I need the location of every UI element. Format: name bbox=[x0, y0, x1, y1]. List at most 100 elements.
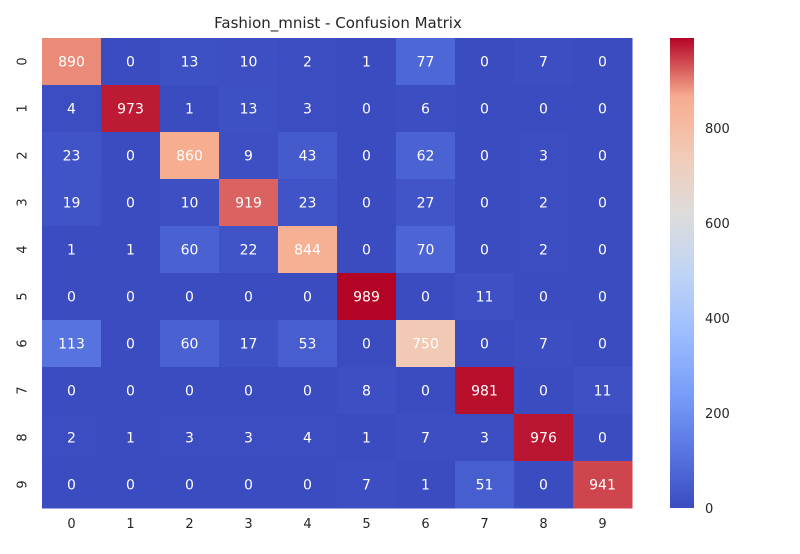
heatmap-cell-6-4 bbox=[278, 320, 338, 368]
cell-value-label: 0 bbox=[185, 290, 194, 306]
colorbar-tick-label: 800 bbox=[705, 122, 730, 137]
heatmap-cell-4-2 bbox=[160, 226, 220, 274]
colorbar bbox=[670, 38, 694, 508]
heatmap-cell-3-0 bbox=[42, 179, 102, 227]
cell-value-label: 22 bbox=[240, 243, 258, 259]
heatmap-cell-9-7 bbox=[455, 461, 515, 509]
heatmap-cell-8-4 bbox=[278, 414, 338, 462]
cell-value-label: 976 bbox=[530, 431, 557, 447]
cell-value-label: 9 bbox=[244, 149, 253, 165]
heatmap-cell-7-5 bbox=[337, 367, 397, 415]
cell-value-label: 0 bbox=[303, 290, 312, 306]
cell-value-label: 0 bbox=[480, 149, 489, 165]
x-axis-ticks: 0 1 2 3 4 5 6 7 8 9 bbox=[67, 517, 606, 532]
cell-value-label: 0 bbox=[598, 431, 607, 447]
cell-value-label: 0 bbox=[126, 384, 135, 400]
y-axis-ticks: 0 1 2 3 4 5 6 7 8 9 bbox=[16, 57, 31, 488]
heatmap-cell-2-8 bbox=[514, 132, 574, 180]
heatmap-cell-4-4 bbox=[278, 226, 338, 274]
cell-value-label: 989 bbox=[353, 290, 380, 306]
colorbar-tick-label: 400 bbox=[705, 312, 730, 327]
heatmap-cell-2-0 bbox=[42, 132, 102, 180]
heatmap-cell-5-0 bbox=[42, 273, 102, 321]
heatmap-cell-4-9 bbox=[573, 226, 633, 274]
heatmap-cell-3-1 bbox=[101, 179, 161, 227]
cell-value-label: 17 bbox=[240, 337, 258, 353]
heatmap-cell-7-7 bbox=[455, 367, 515, 415]
cell-value-label: 10 bbox=[181, 196, 199, 212]
cell-value-label: 0 bbox=[126, 55, 135, 71]
heatmap-cell-0-6 bbox=[396, 38, 456, 86]
heatmap-cell-6-5 bbox=[337, 320, 397, 368]
heatmap-cell-1-8 bbox=[514, 85, 574, 133]
y-tick-label: 4 bbox=[16, 245, 31, 253]
heatmap-cell-5-1 bbox=[101, 273, 161, 321]
heatmap-cell-5-5 bbox=[337, 273, 397, 321]
heatmap-cell-6-1 bbox=[101, 320, 161, 368]
heatmap-cell-3-2 bbox=[160, 179, 220, 227]
heatmap-cell-7-2 bbox=[160, 367, 220, 415]
cell-value-label: 0 bbox=[362, 102, 371, 118]
heatmap-cell-1-6 bbox=[396, 85, 456, 133]
cell-value-label: 51 bbox=[476, 478, 494, 494]
colorbar-tick-label: 200 bbox=[705, 407, 730, 422]
heatmap-cell-6-3 bbox=[219, 320, 279, 368]
heatmap-cell-9-4 bbox=[278, 461, 338, 509]
heatmap-cell-1-4 bbox=[278, 85, 338, 133]
heatmap-cell-2-7 bbox=[455, 132, 515, 180]
x-tick-label: 1 bbox=[126, 517, 134, 532]
y-tick-label: 1 bbox=[16, 104, 31, 112]
heatmap-cell-0-2 bbox=[160, 38, 220, 86]
heatmap-cell-8-7 bbox=[455, 414, 515, 462]
cell-value-label: 70 bbox=[417, 243, 435, 259]
cell-value-label: 2 bbox=[539, 243, 548, 259]
heatmap-cell-4-7 bbox=[455, 226, 515, 274]
cell-value-label: 0 bbox=[480, 55, 489, 71]
heatmap-cell-9-9 bbox=[573, 461, 633, 509]
heatmap-cell-5-4 bbox=[278, 273, 338, 321]
heatmap-cell-0-8 bbox=[514, 38, 574, 86]
y-tick-label: 2 bbox=[16, 151, 31, 159]
cell-value-label: 941 bbox=[589, 478, 616, 494]
cell-value-label: 0 bbox=[598, 337, 607, 353]
heatmap-cell-3-6 bbox=[396, 179, 456, 227]
cell-value-label: 0 bbox=[362, 149, 371, 165]
heatmap-cell-8-3 bbox=[219, 414, 279, 462]
cell-value-label: 0 bbox=[421, 384, 430, 400]
cell-value-label: 2 bbox=[303, 55, 312, 71]
heatmap-cell-3-7 bbox=[455, 179, 515, 227]
heatmap-cell-8-5 bbox=[337, 414, 397, 462]
heatmap-cell-2-9 bbox=[573, 132, 633, 180]
cell-value-label: 0 bbox=[126, 196, 135, 212]
cell-value-label: 0 bbox=[67, 384, 76, 400]
cell-value-label: 1 bbox=[126, 431, 135, 447]
heatmap-cell-8-1 bbox=[101, 414, 161, 462]
heatmap-cell-7-8 bbox=[514, 367, 574, 415]
cell-value-label: 0 bbox=[362, 243, 371, 259]
heatmap-cell-8-2 bbox=[160, 414, 220, 462]
cell-value-label: 0 bbox=[598, 55, 607, 71]
cell-value-label: 0 bbox=[244, 290, 253, 306]
cell-value-label: 19 bbox=[63, 196, 81, 212]
cell-value-label: 0 bbox=[480, 243, 489, 259]
cell-value-label: 0 bbox=[244, 478, 253, 494]
cell-value-label: 860 bbox=[176, 149, 203, 165]
y-tick-label: 0 bbox=[16, 57, 31, 65]
cell-value-label: 3 bbox=[539, 149, 548, 165]
cell-value-label: 60 bbox=[181, 243, 199, 259]
heatmap-cell-0-7 bbox=[455, 38, 515, 86]
cell-value-label: 62 bbox=[417, 149, 435, 165]
cell-value-label: 4 bbox=[303, 431, 312, 447]
heatmap-cells: 890 0 13 10 2 1 77 0 7 04 973 1 13 3 0 6 0 0 023 0 860 9 43 0 62… bbox=[42, 38, 633, 509]
cell-value-label: 750 bbox=[412, 337, 439, 353]
cell-value-label: 0 bbox=[126, 478, 135, 494]
cell-value-label: 10 bbox=[240, 55, 258, 71]
x-tick-label: 9 bbox=[598, 517, 606, 532]
cell-value-label: 7 bbox=[421, 431, 430, 447]
cell-value-label: 0 bbox=[598, 149, 607, 165]
heatmap-cell-5-7 bbox=[455, 273, 515, 321]
cell-value-label: 3 bbox=[185, 431, 194, 447]
cell-value-label: 0 bbox=[539, 102, 548, 118]
heatmap-cell-4-8 bbox=[514, 226, 574, 274]
